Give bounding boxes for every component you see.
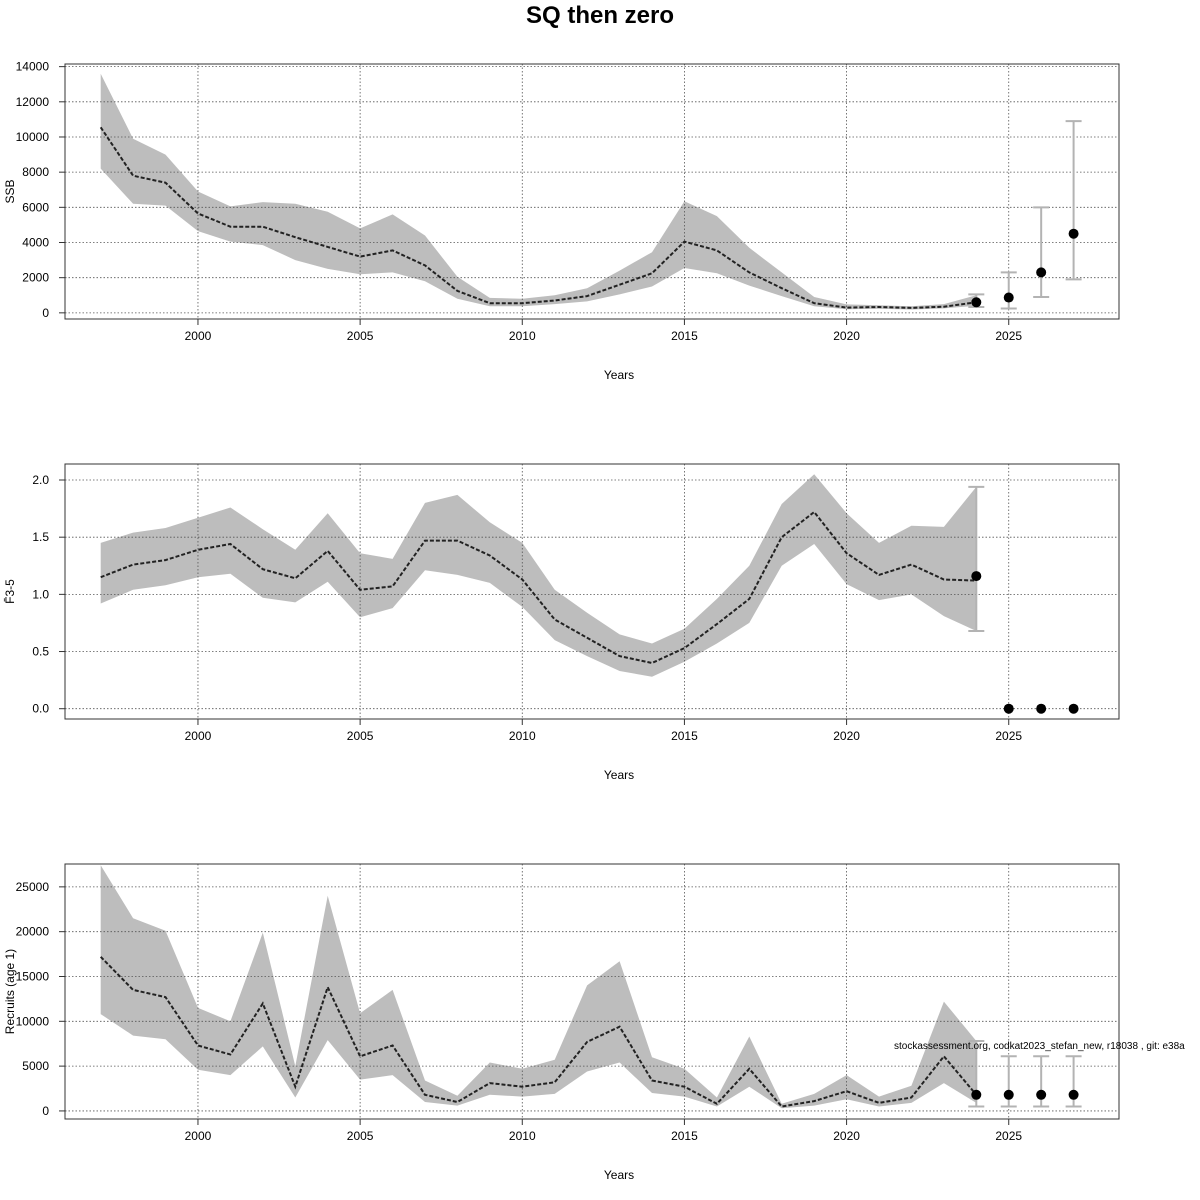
y-tick-label: 0.5 — [32, 645, 49, 659]
series-line-estimate — [100, 510, 977, 665]
forecast-point — [1036, 703, 1047, 714]
x-tick-label: 2000 — [185, 1129, 212, 1143]
y-axis-title: F̄3-5 — [3, 579, 17, 604]
x-tick-label: 2005 — [347, 729, 374, 743]
x-tick-label: 2000 — [185, 329, 212, 343]
forecast-point — [1003, 1089, 1014, 1100]
confidence-band — [100, 865, 977, 1109]
forecast-point — [1068, 703, 1079, 714]
x-axis-title: Years — [604, 368, 634, 382]
forecast-point — [1068, 1089, 1079, 1100]
forecast-errorbar — [968, 485, 985, 632]
forecast-point — [1003, 703, 1014, 714]
series-line-estimate — [99, 126, 977, 309]
y-axis-title: SSB — [3, 179, 17, 203]
forecast-point — [1036, 1089, 1047, 1100]
x-tick-label: 2010 — [509, 329, 536, 343]
y-tick-label: 5000 — [22, 1059, 49, 1073]
x-tick-label: 2015 — [671, 1129, 698, 1143]
y-tick-label: 1.5 — [32, 530, 49, 544]
y-tick-label: 0 — [42, 306, 49, 320]
plot-frame — [64, 863, 1120, 1120]
x-tick-label: 2025 — [995, 729, 1022, 743]
confidence-band — [100, 474, 977, 677]
x-tick-label: 2005 — [347, 1129, 374, 1143]
x-tick-label: 2020 — [833, 1129, 860, 1143]
x-tick-label: 2010 — [509, 729, 536, 743]
y-tick-label: 25000 — [16, 880, 50, 894]
y-tick-label: 0 — [42, 1104, 49, 1118]
y-tick-label: 0.0 — [32, 702, 49, 716]
y-axis-title: Recruits (age 1) — [3, 949, 17, 1034]
y-tick-label: 15000 — [16, 969, 50, 983]
footer-note: stockassessment.org, codkat2023_stefan_n… — [894, 1041, 1185, 1052]
y-tick-label: 8000 — [22, 165, 49, 179]
forecast-point — [971, 1089, 982, 1100]
series-line-estimate — [99, 956, 978, 1108]
recruits-panel: 2000 2005 2010 2015 2020 2025 0 5000 10000 15000 2… — [3, 863, 1120, 1182]
y-tick-label: 10000 — [16, 130, 50, 144]
x-tick-label: 2025 — [995, 1129, 1022, 1143]
x-tick-label: 2010 — [509, 1129, 536, 1143]
x-tick-label: 2015 — [671, 329, 698, 343]
x-tick-label: 2020 — [833, 729, 860, 743]
forecast-errorbar — [1065, 120, 1082, 281]
forecast-errorbar — [1033, 206, 1050, 299]
y-tick-label: 6000 — [22, 200, 49, 214]
forecast-point — [971, 571, 982, 582]
plot-frame — [64, 463, 1120, 720]
confidence-band — [100, 73, 977, 310]
forecast-point — [1036, 267, 1047, 278]
ssb-panel: 2000 2005 2010 2015 2020 2025 0 2000 4000 6000 800… — [3, 60, 1120, 382]
plot-frame — [64, 63, 1120, 320]
chart-title: SQ then zero — [525, 2, 675, 29]
x-tick-label: 2015 — [671, 729, 698, 743]
y-tick-label: 2000 — [22, 271, 49, 285]
y-tick-label: 14000 — [16, 60, 50, 74]
x-axis-title: Years — [604, 1168, 634, 1182]
y-tick-label: 12000 — [16, 95, 50, 109]
y-tick-label: 4000 — [22, 236, 49, 250]
y-tick-label: 2.0 — [32, 473, 49, 487]
y-tick-label: 1.0 — [32, 587, 49, 601]
y-tick-label: 10000 — [16, 1014, 50, 1028]
x-tick-label: 2005 — [347, 329, 374, 343]
fbar-panel: 2000 2005 2010 2015 2020 2025 0.0 0.5 1.0 1.5 2.0 Y… — [3, 463, 1120, 782]
x-tick-label: 2025 — [995, 329, 1022, 343]
forecast-point — [1003, 292, 1014, 303]
x-tick-label: 2020 — [833, 329, 860, 343]
x-tick-label: 2000 — [185, 729, 212, 743]
y-tick-label: 20000 — [16, 925, 50, 939]
forecast-point — [1068, 228, 1079, 239]
forecast-point — [971, 297, 982, 308]
x-axis-title: Years — [604, 768, 634, 782]
